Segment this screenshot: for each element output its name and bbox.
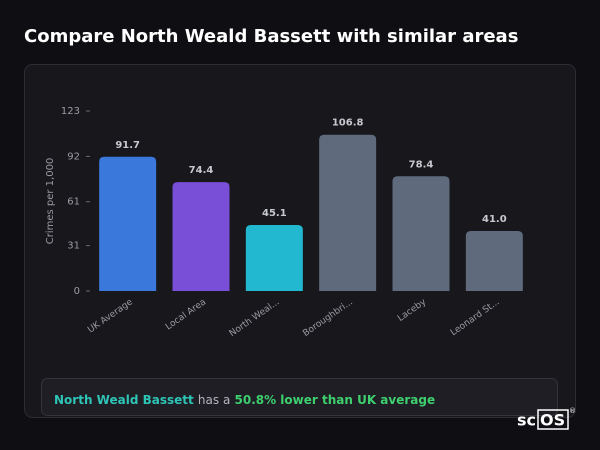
bar — [465, 231, 523, 291]
value-label: 78.4 — [409, 159, 434, 170]
y-axis-label: Crimes per 1,000 — [45, 158, 56, 245]
bar — [245, 225, 303, 291]
brand-prefix: sc — [517, 411, 536, 430]
bar — [392, 176, 450, 291]
brand-mark: ® — [569, 407, 576, 415]
note-text: has a — [198, 393, 230, 407]
bar — [172, 182, 230, 291]
y-tick-label: 61 — [67, 197, 80, 208]
note: North Weald Bassett has a 50.8% lower th… — [54, 393, 435, 407]
page-title: Compare North Weald Bassett with similar… — [24, 26, 518, 47]
brand-logo: sc OS ® — [517, 407, 576, 430]
note-box — [41, 378, 558, 416]
value-label: 41.0 — [482, 214, 507, 225]
bar — [319, 134, 377, 291]
value-label: 74.4 — [189, 165, 214, 176]
note-highlight: 50.8% lower than UK average — [235, 393, 436, 407]
value-label: 106.8 — [332, 118, 364, 129]
bar — [99, 156, 157, 291]
brand-boxed: OS — [540, 411, 565, 430]
y-tick-label: 123 — [61, 106, 80, 117]
value-label: 45.1 — [262, 208, 287, 219]
brand-box — [537, 409, 569, 430]
note-area: North Weald Bassett — [54, 393, 194, 407]
y-tick-label: 31 — [67, 241, 80, 252]
value-label: 91.7 — [115, 140, 140, 151]
y-tick-label: 0 — [74, 286, 80, 297]
y-tick-label: 92 — [67, 151, 80, 162]
